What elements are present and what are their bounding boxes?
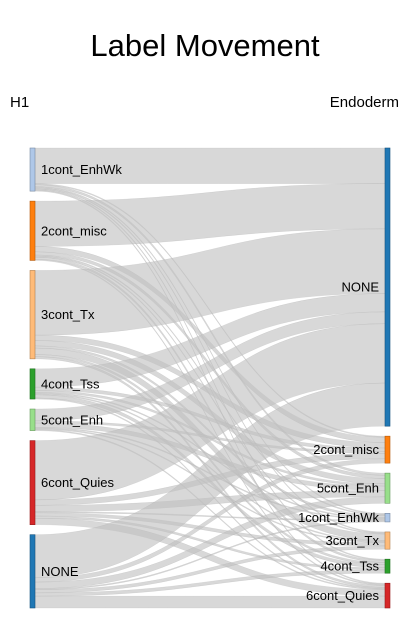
left-node-label: 1cont_EnhWk <box>41 162 122 177</box>
right-node-6cont-quies[interactable] <box>384 582 391 609</box>
left-node-3cont-tx[interactable] <box>29 270 36 360</box>
left-node-label: 4cont_Tss <box>41 376 100 391</box>
right-node-label: NONE <box>341 280 379 295</box>
left-node-label: NONE <box>41 564 79 579</box>
right-node-label: 5cont_Enh <box>317 481 379 496</box>
right-node-4cont-tss[interactable] <box>384 558 391 574</box>
nodes-layer <box>29 147 391 609</box>
links-layer <box>34 147 386 609</box>
left-node-1cont-enhwk[interactable] <box>29 147 36 192</box>
left-node-6cont-quies[interactable] <box>29 440 36 525</box>
chart-title: Label Movement <box>90 28 320 63</box>
left-node-5cont-enh[interactable] <box>29 408 36 431</box>
right-node-none[interactable] <box>384 147 391 427</box>
right-node-3cont-tx[interactable] <box>384 531 391 550</box>
right-node-1cont-enhwk[interactable] <box>384 513 391 523</box>
left-node-label: 6cont_Quies <box>41 475 114 490</box>
left-node-2cont-misc[interactable] <box>29 200 36 261</box>
left-node-label: 5cont_Enh <box>41 412 103 427</box>
labels-layer: 1cont_EnhWk 2cont_misc 3cont_Tx 4cont_Tss 5c… <box>41 162 379 603</box>
left-node-label: 2cont_misc <box>41 223 107 238</box>
right-node-label: 2cont_misc <box>313 442 379 457</box>
right-node-5cont-enh[interactable] <box>384 472 391 504</box>
right-node-label: 1cont_EnhWk <box>298 510 379 525</box>
left-node-none[interactable] <box>29 534 36 609</box>
right-axis-label: Endoderm <box>329 94 399 111</box>
left-node-4cont-tss[interactable] <box>29 368 36 400</box>
right-node-label: 3cont_Tx <box>326 533 380 548</box>
right-node-label: 4cont_Tss <box>320 559 379 574</box>
right-node-2cont-misc[interactable] <box>384 435 391 464</box>
right-node-label: 6cont_Quies <box>306 588 379 603</box>
left-axis-label: H1 <box>10 94 30 111</box>
left-node-label: 3cont_Tx <box>41 307 95 322</box>
